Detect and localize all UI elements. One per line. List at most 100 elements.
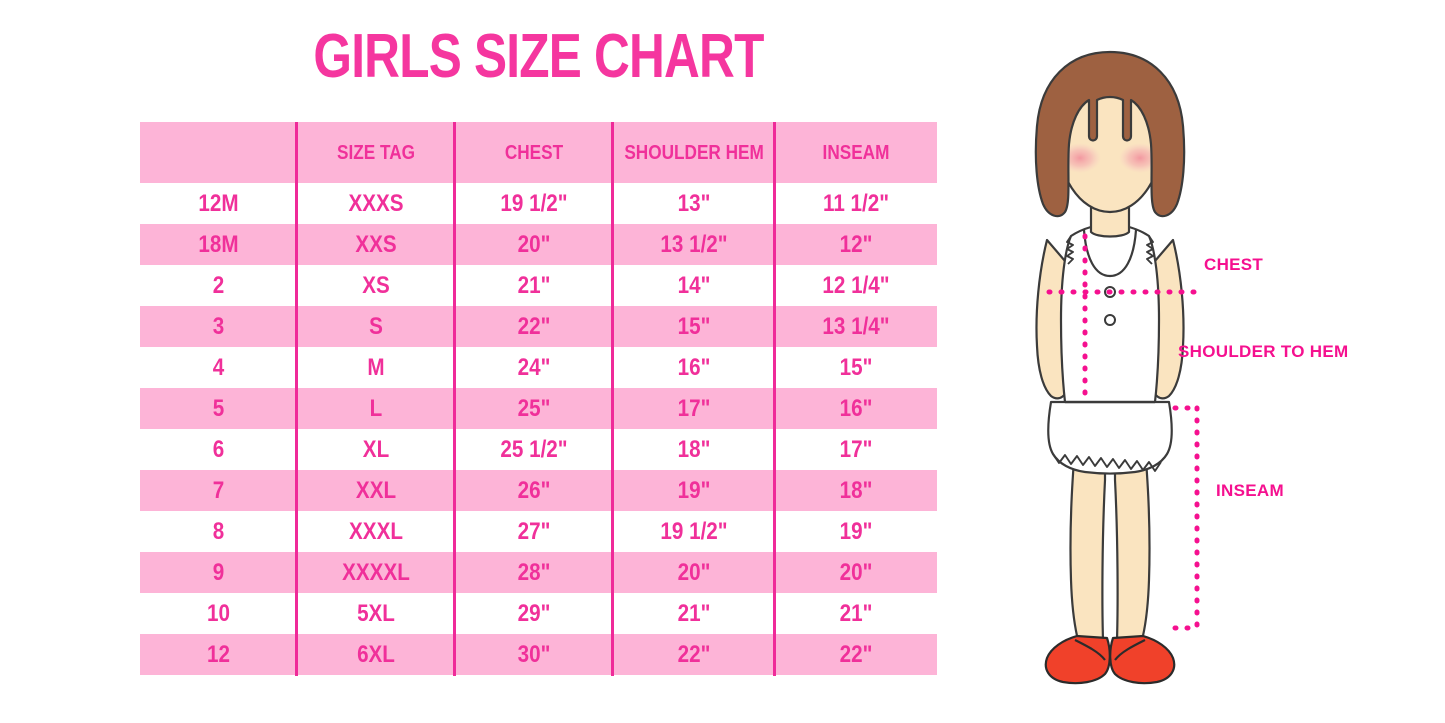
column-header-4: INSEAM [822, 141, 890, 164]
cell-chest: 21" [517, 271, 551, 299]
table-row: 12M XXXS 19 1/2" 13" 11 1/2" [140, 183, 937, 224]
cell-shoulder_hem: 21" [677, 599, 711, 627]
cell-chest: 19 1/2" [500, 189, 568, 217]
cell-size_tag: 6XL [357, 640, 395, 668]
table-row: 5 L 25" 17" 16" [140, 388, 937, 429]
left-shoe-strap [1074, 639, 1106, 661]
cell-inseam: 12" [839, 230, 873, 258]
cell-size_tag: XL [362, 435, 390, 463]
table-row: 6 XL 25 1/2" 18" 17" [140, 429, 937, 470]
cell-inseam: 22" [839, 640, 873, 668]
column-header-2: CHEST [504, 141, 564, 164]
shoulder-to-hem-measure-label: SHOULDER TO HEM [1178, 342, 1349, 361]
cell-size: 7 [212, 476, 225, 504]
cell-chest: 20" [517, 230, 551, 258]
cell-inseam: 18" [839, 476, 873, 504]
cell-size_tag: XXXL [349, 517, 403, 545]
table-row: 18M XXS 20" 13 1/2" 12" [140, 224, 937, 265]
table-row: 3 S 22" 15" 13 1/4" [140, 306, 937, 347]
table-row: 9 XXXXL 28" 20" 20" [140, 552, 937, 593]
table-header-row: SIZE TAG CHEST SHOULDER HEM INSEAM [140, 122, 937, 183]
cell-inseam: 21" [839, 599, 873, 627]
size-table-body: SIZE TAG CHEST SHOULDER HEM INSEAM 12M XXXS 19… [140, 122, 937, 675]
cell-size: 12 [207, 640, 230, 668]
page-title: GIRLS SIZE CHART [313, 22, 764, 91]
cell-size: 6 [212, 435, 225, 463]
table-row: 7 XXL 26" 19" 18" [140, 470, 937, 511]
cell-inseam: 19" [839, 517, 873, 545]
size-table: SIZE TAG CHEST SHOULDER HEM INSEAM 12M XXXS 19… [140, 122, 937, 676]
cell-size: 3 [212, 312, 225, 340]
table-row: 8 XXXL 27" 19 1/2" 19" [140, 511, 937, 552]
cell-shoulder_hem: 16" [677, 353, 711, 381]
cell-inseam: 20" [839, 558, 873, 586]
cell-size_tag: XXL [355, 476, 397, 504]
figure-body-group [1034, 50, 1186, 685]
cell-size: 12M [198, 189, 239, 217]
column-divider-2 [453, 122, 456, 676]
table-row: 10 5XL 29" 21" 21" [140, 593, 937, 634]
cell-chest: 22" [517, 312, 551, 340]
cell-shoulder_hem: 14" [677, 271, 711, 299]
left-leg [1069, 418, 1107, 642]
cell-chest: 25 1/2" [500, 435, 568, 463]
column-divider-3 [611, 122, 614, 676]
button-lower [1104, 314, 1116, 326]
cell-size: 9 [212, 558, 225, 586]
cell-shoulder_hem: 19" [677, 476, 711, 504]
cell-chest: 26" [517, 476, 551, 504]
cell-size: 8 [212, 517, 225, 545]
cell-shoulder_hem: 22" [677, 640, 711, 668]
right-shoe-strap [1114, 639, 1146, 661]
cell-size_tag: XS [362, 271, 390, 299]
cell-shoulder_hem: 13 1/2" [660, 230, 728, 258]
cell-shoulder_hem: 19 1/2" [660, 517, 728, 545]
chest-measure-label: CHEST [1204, 255, 1264, 274]
cell-shoulder_hem: 20" [677, 558, 711, 586]
cell-size_tag: XXXS [348, 189, 404, 217]
cell-chest: 24" [517, 353, 551, 381]
top-neckline [1082, 229, 1138, 278]
top-garment [1059, 222, 1161, 404]
cell-size_tag: S [369, 312, 383, 340]
cell-size: 4 [212, 353, 225, 381]
cell-inseam: 12 1/4" [822, 271, 890, 299]
cell-size: 5 [212, 394, 225, 422]
cell-shoulder_hem: 15" [677, 312, 711, 340]
column-header-1: SIZE TAG [336, 141, 416, 164]
measurement-guides [1046, 233, 1206, 631]
cell-chest: 29" [517, 599, 551, 627]
table-row: 12 6XL 30" 22" 22" [140, 634, 937, 675]
right-leg [1113, 418, 1151, 642]
cell-size: 2 [212, 271, 225, 299]
cell-size_tag: 5XL [357, 599, 395, 627]
cell-inseam: 16" [839, 394, 873, 422]
cell-inseam: 11 1/2" [822, 189, 890, 217]
cell-shoulder_hem: 17" [677, 394, 711, 422]
cell-chest: 27" [517, 517, 551, 545]
cell-size: 18M [198, 230, 239, 258]
table-row: 2 XS 21" 14" 12 1/4" [140, 265, 937, 306]
girl-figure-illustration [985, 40, 1235, 700]
bloomers [1047, 400, 1173, 475]
cell-size_tag: XXS [355, 230, 397, 258]
cell-size_tag: XXXXL [342, 558, 410, 586]
table-row: 4 M 24" 16" 15" [140, 347, 937, 388]
cell-shoulder_hem: 18" [677, 435, 711, 463]
left-shoe [1044, 634, 1111, 685]
column-divider-4 [773, 122, 776, 676]
cell-chest: 28" [517, 558, 551, 586]
inseam-measure-label: INSEAM [1216, 481, 1284, 500]
cell-shoulder_hem: 13" [677, 189, 711, 217]
column-header-3: SHOULDER HEM [624, 141, 764, 164]
cell-size: 10 [207, 599, 230, 627]
cell-chest: 30" [517, 640, 551, 668]
cell-inseam: 17" [839, 435, 873, 463]
left-shoulder-ruffle [1066, 235, 1074, 265]
cell-size_tag: M [367, 353, 385, 381]
cell-inseam: 15" [839, 353, 873, 381]
hair [1034, 50, 1186, 218]
right-shoe [1109, 634, 1176, 685]
right-shoulder-ruffle [1146, 235, 1154, 265]
